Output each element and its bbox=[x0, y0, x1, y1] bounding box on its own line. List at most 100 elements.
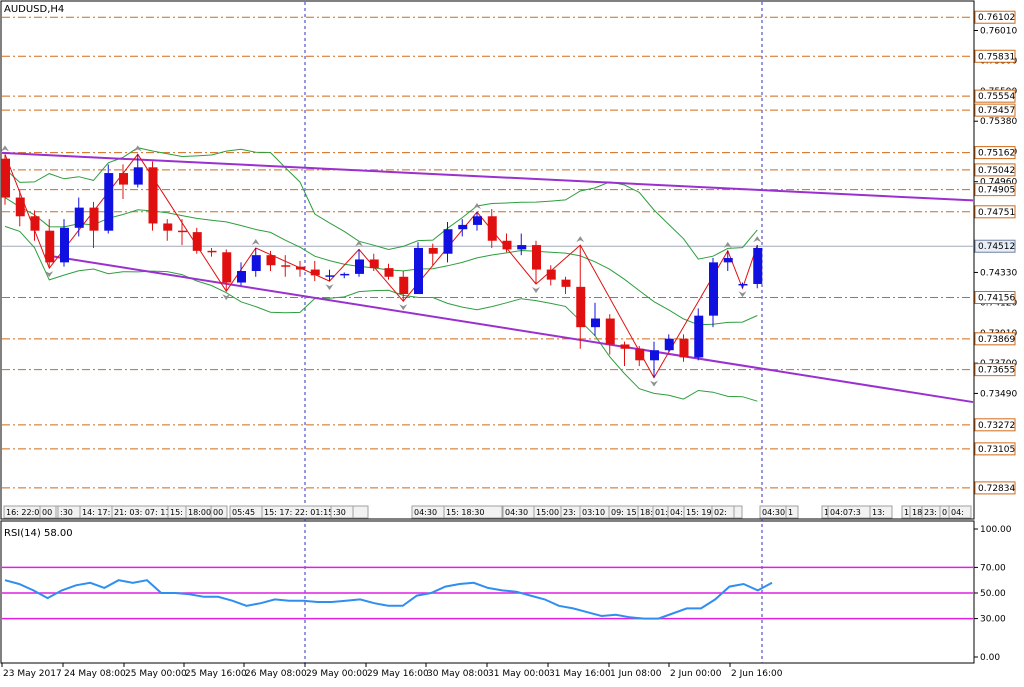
level-price-label: 0.73105 bbox=[978, 445, 1015, 455]
candle-body bbox=[207, 250, 217, 253]
candle-body bbox=[591, 318, 600, 328]
time-tick-label: 25 May 00:00 bbox=[125, 669, 187, 679]
candle-body bbox=[266, 255, 276, 266]
fractal-up-marker bbox=[251, 238, 260, 245]
level-price-tag bbox=[974, 205, 1016, 219]
candle-body bbox=[605, 318, 615, 345]
upper-trendline bbox=[1, 151, 974, 202]
symbol-title: AUDUSD,H4 bbox=[4, 4, 64, 15]
level-price-label: 0.72834 bbox=[978, 484, 1015, 494]
rsi-indicator: 100.00 70.00 50.00 30.00 0.00 bbox=[2, 525, 1012, 663]
candle-body bbox=[576, 286, 586, 328]
level-price-label: 0.73272 bbox=[978, 421, 1015, 431]
time-tick-label: 29 May 16:00 bbox=[367, 669, 429, 679]
calendar-event-label: 15: 17: 22: 01:15 bbox=[264, 508, 333, 517]
level-price-tag bbox=[974, 103, 1016, 117]
level-price-tag bbox=[974, 89, 1016, 103]
time-tick-label: 31 May 16:00 bbox=[549, 669, 611, 679]
calendar-event-box bbox=[785, 505, 799, 519]
fractal-up-marker bbox=[576, 236, 585, 243]
time-tick-label: 25 May 16:00 bbox=[185, 669, 247, 679]
calendar-event-label: 13: bbox=[872, 508, 885, 517]
fractal-up-marker bbox=[473, 202, 481, 209]
calendar-event-label: 04:00 bbox=[670, 508, 693, 517]
level-price-tag bbox=[974, 442, 1016, 456]
level-price-tag bbox=[974, 183, 1016, 197]
calendar-event-label: 18:3 bbox=[912, 508, 930, 517]
fractal-down-marker bbox=[45, 271, 54, 278]
time-tick-label: 24 May 08:00 bbox=[64, 669, 126, 679]
candle-body bbox=[104, 173, 114, 231]
level-price-label: 0.74156 bbox=[978, 294, 1015, 304]
level-price-tag bbox=[974, 146, 1016, 160]
candle-body bbox=[443, 229, 453, 254]
fractal-down-marker bbox=[532, 286, 540, 293]
level-price-label: 0.74751 bbox=[978, 208, 1015, 218]
candle-body bbox=[89, 207, 99, 231]
calendar-event-label: 04:07:3 bbox=[830, 508, 861, 517]
calendar-event-label: 04:30 bbox=[414, 508, 437, 517]
fractal-down-marker bbox=[325, 284, 334, 291]
candle-body bbox=[679, 338, 689, 358]
time-tick-label: 29 May 00:00 bbox=[306, 669, 368, 679]
candle-body bbox=[310, 269, 320, 276]
candle-body bbox=[178, 230, 187, 233]
candle-body bbox=[753, 247, 763, 284]
level-price-label: 0.75831 bbox=[978, 52, 1015, 62]
candle-body bbox=[251, 255, 261, 272]
fractal-up-marker bbox=[723, 241, 732, 248]
rsi-tick-label: 100.00 bbox=[980, 525, 1012, 535]
candle-body bbox=[738, 283, 748, 286]
candle-body bbox=[237, 271, 246, 283]
calendar-event-label: 15:00 bbox=[536, 508, 559, 517]
fractal-up-marker bbox=[753, 236, 762, 243]
calendar-event-label: 18:00 bbox=[188, 508, 211, 517]
candle-body bbox=[664, 338, 674, 351]
candle-body bbox=[384, 268, 394, 277]
candle-body bbox=[694, 315, 704, 358]
candle-body bbox=[119, 173, 128, 185]
fractal-down-marker bbox=[650, 380, 658, 387]
candle-body bbox=[532, 245, 541, 270]
level-price-label: 0.75554 bbox=[978, 92, 1015, 102]
candle-body bbox=[281, 265, 291, 267]
time-tick-label: 23 May 2017 bbox=[3, 669, 62, 679]
time-tick-label: 30 May 08:00 bbox=[427, 669, 489, 679]
trend-channel bbox=[1, 151, 974, 404]
candle-body bbox=[15, 197, 25, 217]
fractal-down-marker bbox=[222, 294, 231, 301]
rsi-line bbox=[4, 579, 773, 620]
candle-body bbox=[296, 266, 305, 270]
time-tick-label: 2 Jun 00:00 bbox=[670, 669, 722, 679]
candle-body bbox=[133, 167, 143, 185]
candle-body bbox=[74, 207, 84, 228]
rsi-tick-label: 0.00 bbox=[980, 653, 1000, 663]
price-tick-label: 0.75380 bbox=[980, 117, 1017, 127]
fractal-markers bbox=[1, 145, 762, 387]
calendar-event-label: 04:30 bbox=[505, 508, 528, 517]
candle-body bbox=[620, 344, 630, 349]
candle-body bbox=[369, 259, 379, 269]
lower-trendline bbox=[44, 254, 974, 404]
current-price-tag bbox=[974, 239, 1016, 253]
fractal-up-marker bbox=[355, 240, 363, 247]
candle-body bbox=[428, 247, 438, 254]
calendar-event-label: 14: 17: bbox=[82, 508, 110, 517]
time-tick-label: 2 Jun 16:00 bbox=[731, 669, 783, 679]
candle-body bbox=[546, 269, 556, 280]
horizontal-levels bbox=[2, 16, 973, 489]
calendar-event-label: 0 bbox=[942, 508, 947, 517]
candle-body bbox=[561, 279, 571, 287]
calendar-event-box bbox=[443, 505, 503, 519]
candle-body bbox=[635, 348, 645, 361]
calendar-event-label: 23: bbox=[924, 508, 937, 517]
price-tick-label: 0.74330 bbox=[980, 268, 1017, 278]
level-price-label: 0.73655 bbox=[978, 366, 1015, 376]
bollinger-bands bbox=[4, 147, 758, 402]
candle-body bbox=[340, 273, 350, 276]
calendar-event-label: 1 bbox=[788, 508, 793, 517]
level-price-tag bbox=[974, 418, 1016, 432]
